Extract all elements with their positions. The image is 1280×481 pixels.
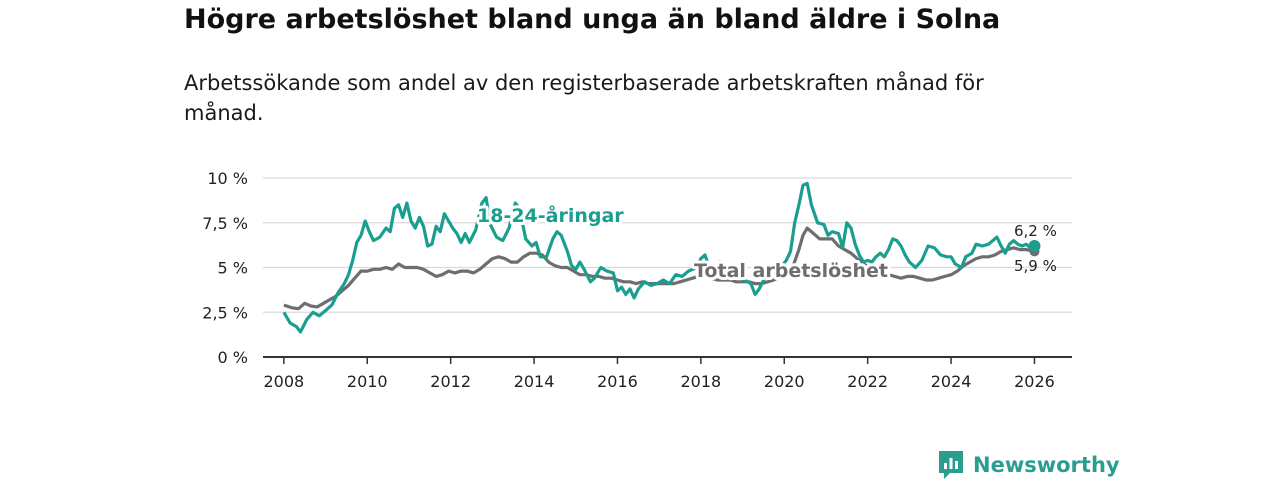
y-tick-label: 5 % [218,259,248,278]
x-tick-label: 2022 [847,372,888,391]
end-label-18-24: 6,2 % [1014,222,1057,240]
line-chart: 0 % 2,5 % 5 % 7,5 % 10 % 2008 2010 2012 2014 201… [202,169,1072,391]
x-tick-label: 2018 [681,372,722,391]
x-tick-label: 2012 [430,372,471,391]
series-line-18-24 [282,181,1036,334]
y-tick-label: 7,5 % [202,214,248,233]
newsworthy-logo: Newsworthy [937,449,1120,481]
x-tick-label: 2024 [931,372,972,391]
series-label-total-halo: Total arbetslöshet [694,260,888,282]
chart-subtitle: Arbetssökande som andel av den registerb… [184,71,984,125]
end-label-total: 5,9 % [1014,257,1057,275]
x-tick-label: 2008 [263,372,304,391]
x-axis-ticks: 2008 2010 2012 2014 2016 2018 2020 2022 2024 2026 [263,357,1055,391]
end-point-18-24 [1028,240,1041,253]
y-tick-label: 2,5 % [202,303,248,322]
series-line-total [283,226,1035,311]
x-tick-label: 2016 [597,372,638,391]
x-tick-label: 2014 [514,372,555,391]
series-lines [282,181,1041,334]
chart-title: Högre arbetslöshet bland unga än bland ä… [184,4,1001,35]
y-axis-ticks: 0 % 2,5 % 5 % 7,5 % 10 % [202,169,248,367]
gridlines [263,177,1072,313]
series-label-total: Total arbetslöshet [694,260,888,282]
series-label-18-24: 18-24-åringar [477,203,624,227]
x-tick-label: 2010 [347,372,388,391]
newsworthy-logo-icon [939,451,963,479]
x-tick-label: 2020 [764,372,805,391]
newsworthy-logo-text: Newsworthy [973,453,1120,477]
series-label-18-24-halo: 18-24-åringar [477,203,624,227]
y-tick-label: 0 % [218,348,248,367]
y-tick-label: 10 % [207,169,248,188]
x-tick-label: 2026 [1014,372,1055,391]
